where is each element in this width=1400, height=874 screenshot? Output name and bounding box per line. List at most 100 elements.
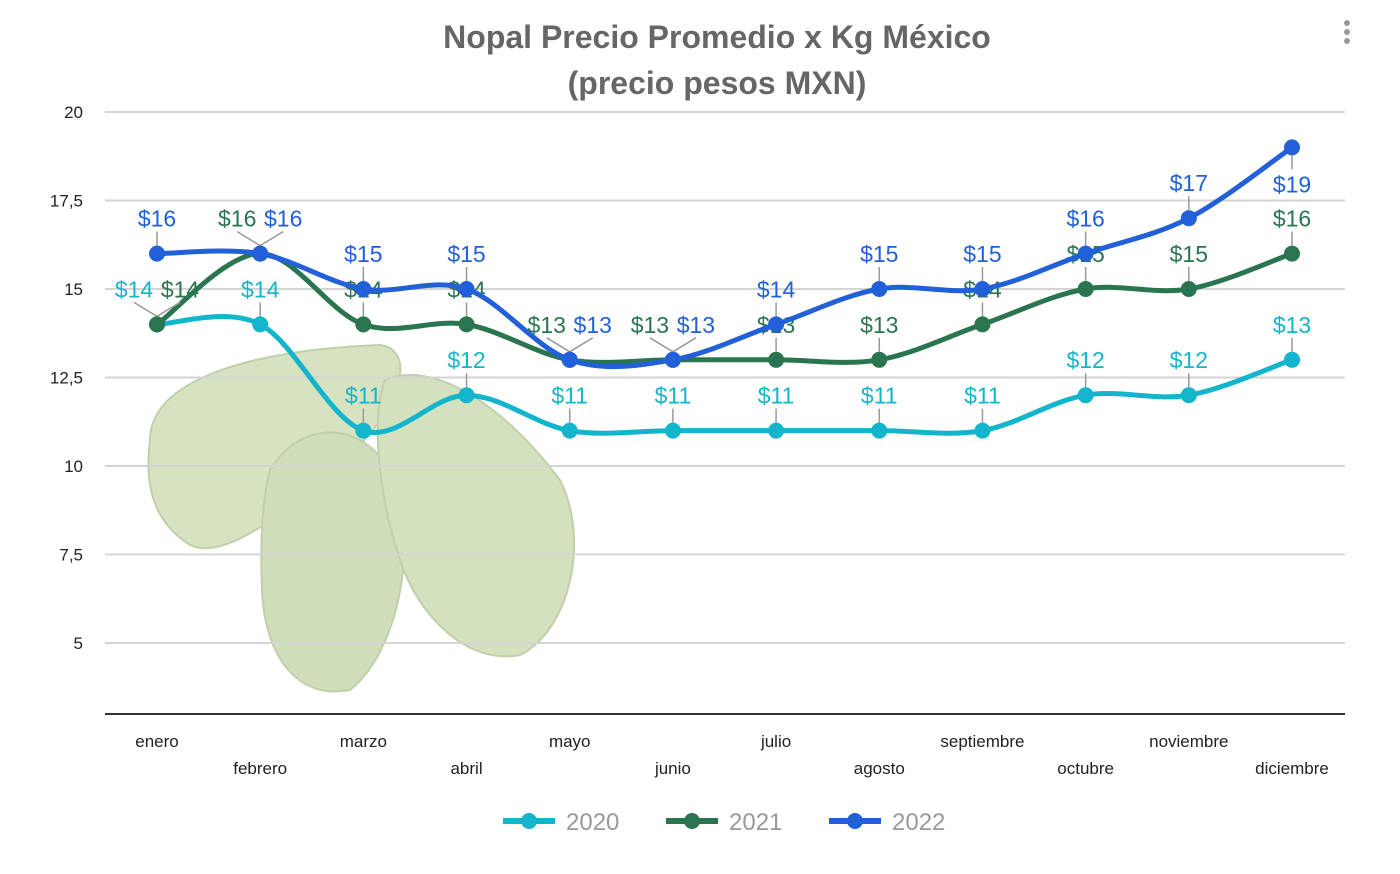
series-2020: $14 $14 $11 $12 $11 $11 $11 $11 $11 $12 $12 $13 (115, 276, 1311, 439)
data-point[interactable] (1077, 281, 1094, 297)
x-tick-label: diciembre (1255, 759, 1329, 778)
data-label: $16 (1066, 206, 1104, 232)
data-label: $12 (1170, 347, 1208, 373)
data-point[interactable] (664, 351, 681, 368)
data-point[interactable] (768, 422, 785, 439)
data-label: $15 (1170, 241, 1208, 267)
data-point[interactable] (1077, 387, 1094, 404)
data-label: $13 (677, 312, 715, 338)
nopal-image (147, 343, 576, 693)
legend-marker (684, 813, 700, 829)
data-label: $15 (963, 241, 1001, 267)
leader-line (546, 337, 571, 353)
data-label: $11 (861, 383, 898, 409)
data-label: $11 (655, 383, 692, 409)
legend-marker (847, 813, 863, 829)
x-tick-label: mayo (549, 732, 591, 751)
data-point[interactable] (561, 422, 578, 439)
data-label: $11 (964, 383, 1001, 409)
data-label: $17 (1170, 170, 1208, 196)
data-label: $13 (1273, 312, 1311, 338)
leader-line (672, 337, 697, 353)
x-tick-label: abril (450, 759, 482, 778)
x-tick-label: septiembre (940, 732, 1024, 751)
data-point[interactable] (355, 422, 372, 439)
y-tick-label: 5 (74, 634, 83, 653)
data-point[interactable] (871, 351, 888, 368)
data-label: $15 (344, 241, 382, 267)
data-point[interactable] (149, 316, 165, 333)
x-tick-label: enero (135, 732, 178, 751)
leader-line (259, 230, 284, 247)
data-label: $11 (345, 383, 382, 409)
data-point[interactable] (768, 316, 785, 333)
y-tick-label: 15 (64, 280, 83, 299)
legend-item-2021[interactable]: 2021 (666, 809, 782, 836)
x-tick-label: octubre (1057, 759, 1114, 778)
data-label: $14 (757, 276, 796, 302)
data-point[interactable] (974, 281, 991, 297)
data-point[interactable] (1180, 281, 1197, 297)
data-point[interactable] (458, 387, 475, 404)
data-point[interactable] (458, 316, 475, 333)
data-point[interactable] (1284, 139, 1300, 156)
data-point[interactable] (1284, 245, 1300, 262)
data-label: $19 (1273, 171, 1311, 197)
x-tick-label: junio (654, 759, 691, 778)
x-tick-label: marzo (340, 732, 387, 751)
legend-label: 2020 (566, 809, 619, 836)
data-label: $13 (528, 312, 566, 338)
leader-line (569, 337, 594, 353)
data-point[interactable] (1284, 351, 1300, 368)
data-point[interactable] (149, 245, 165, 262)
data-point[interactable] (252, 316, 269, 333)
data-point[interactable] (871, 422, 888, 439)
leader-line (133, 301, 158, 318)
data-point[interactable] (1180, 387, 1197, 404)
data-label: $15 (447, 241, 485, 267)
chart-title-main: Nopal Precio Promedio x Kg México (443, 19, 991, 55)
data-label: $16 (1273, 206, 1311, 232)
series-2022: $16 $16 $15 $15 $13 $13 $14 $15 $15 $16 $17 $19 (138, 139, 1311, 370)
legend-item-2022[interactable]: 2022 (829, 809, 945, 836)
data-label: $16 (264, 206, 302, 232)
y-tick-label: 10 (64, 457, 83, 476)
chart-subtitle: (precio pesos MXN) (567, 65, 867, 101)
leader-line (649, 337, 674, 353)
data-point[interactable] (1180, 210, 1197, 227)
chart-title: Nopal Precio Promedio x Kg México (preci… (0, 14, 1400, 106)
leader-line (236, 230, 261, 247)
x-tick-label: agosto (854, 759, 905, 778)
y-tick-label: 7,5 (59, 546, 83, 565)
data-point[interactable] (1077, 245, 1094, 262)
more-vertical-icon[interactable] (1340, 20, 1354, 50)
data-label: $13 (631, 312, 669, 338)
data-label: $16 (138, 206, 176, 232)
data-point[interactable] (768, 351, 785, 368)
x-tick-label: julio (760, 732, 791, 751)
y-tick-label: 20 (64, 103, 83, 122)
data-point[interactable] (252, 245, 269, 262)
data-label: $13 (574, 312, 612, 338)
data-point[interactable] (664, 422, 681, 439)
legend-label: 2021 (729, 809, 782, 836)
data-point[interactable] (355, 316, 372, 333)
data-point[interactable] (974, 316, 991, 333)
data-label: $11 (551, 383, 588, 409)
data-point[interactable] (561, 351, 578, 368)
data-point[interactable] (974, 422, 991, 439)
data-label: $13 (860, 312, 898, 338)
data-label: $11 (758, 383, 795, 409)
legend-item-2020[interactable]: 2020 (503, 809, 619, 836)
x-tick-label: noviembre (1149, 732, 1228, 751)
data-label: $14 (161, 276, 200, 302)
legend-marker (521, 813, 537, 829)
data-label: $12 (1066, 347, 1104, 373)
leader-line (156, 301, 181, 318)
data-point[interactable] (355, 281, 372, 297)
data-point[interactable] (871, 281, 888, 297)
y-tick-label: 17,5 (50, 192, 83, 211)
data-point[interactable] (458, 281, 475, 297)
data-label: $14 (115, 276, 154, 302)
